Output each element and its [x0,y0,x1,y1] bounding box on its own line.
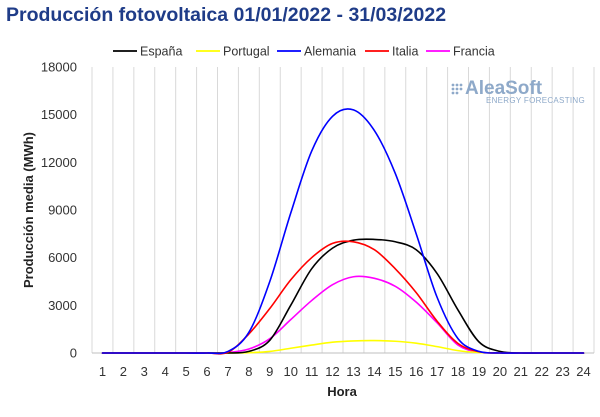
aleasoft-logo: AleaSoft ENERGY FORECASTING [451,78,585,105]
y-tick-label: 6000 [48,250,77,265]
grid-lines [91,67,595,353]
y-tick-label: 3000 [48,298,77,313]
x-tick-label: 3 [141,364,148,379]
x-tick-label: 7 [224,364,231,379]
x-tick-label: 24 [576,364,590,379]
y-tick-label: 12000 [41,155,77,170]
y-tick-label: 9000 [48,203,77,218]
x-tick-label: 6 [203,364,210,379]
x-tick-label: 21 [514,364,528,379]
x-tick-label: 18 [451,364,465,379]
x-tick-label: 20 [493,364,507,379]
logo-tagline: ENERGY FORECASTING [486,96,585,105]
x-tick-label: 17 [430,364,444,379]
x-tick-label: 2 [120,364,127,379]
x-tick-label: 23 [555,364,569,379]
series-lines [101,108,585,355]
y-tick-label: 0 [70,346,77,361]
x-tick-label: 13 [346,364,360,379]
x-tick-label: 19 [472,364,486,379]
x-tick-label: 16 [409,364,423,379]
x-tick-label: 11 [305,364,319,379]
legend-label-espana: España [140,45,182,59]
x-tick-label: 8 [245,364,252,379]
legend-label-alemania: Alemania [304,45,356,59]
legend-label-francia: Francia [453,45,495,59]
x-axis-title: Hora [327,384,357,399]
legend-label-portugal: Portugal [223,45,270,59]
y-axis-title: Producción media (MWh) [21,132,36,288]
x-tick-label: 14 [367,364,381,379]
x-tick-label: 22 [534,364,548,379]
y-tick-label: 15000 [41,107,77,122]
logo-dots-icon [451,83,463,95]
x-tick-label: 10 [283,364,297,379]
x-tick-label: 1 [99,364,106,379]
series-line-alemania [101,108,585,355]
legend-label-italia: Italia [392,45,418,59]
x-tick-label: 15 [388,364,402,379]
y-tick-label: 18000 [41,60,77,75]
y-tick-labels: 0 3000 6000 9000 12000 15000 18000 [41,60,77,361]
logo-name: AleaSoft [465,78,543,99]
chart-title: Producción fotovoltaica 01/01/2022 - 31/… [6,4,447,26]
x-tick-label: 5 [183,364,190,379]
x-tick-labels: 1 2 3 4 5 6 7 8 9 10 11 12 13 14 15 16 17 18 19 20 21 22 23 24 [99,364,591,379]
x-tick-label: 4 [162,364,169,379]
legend: España Portugal Alemania Italia Francia [113,45,495,59]
x-tick-label: 9 [266,364,273,379]
x-tick-label: 12 [325,364,339,379]
